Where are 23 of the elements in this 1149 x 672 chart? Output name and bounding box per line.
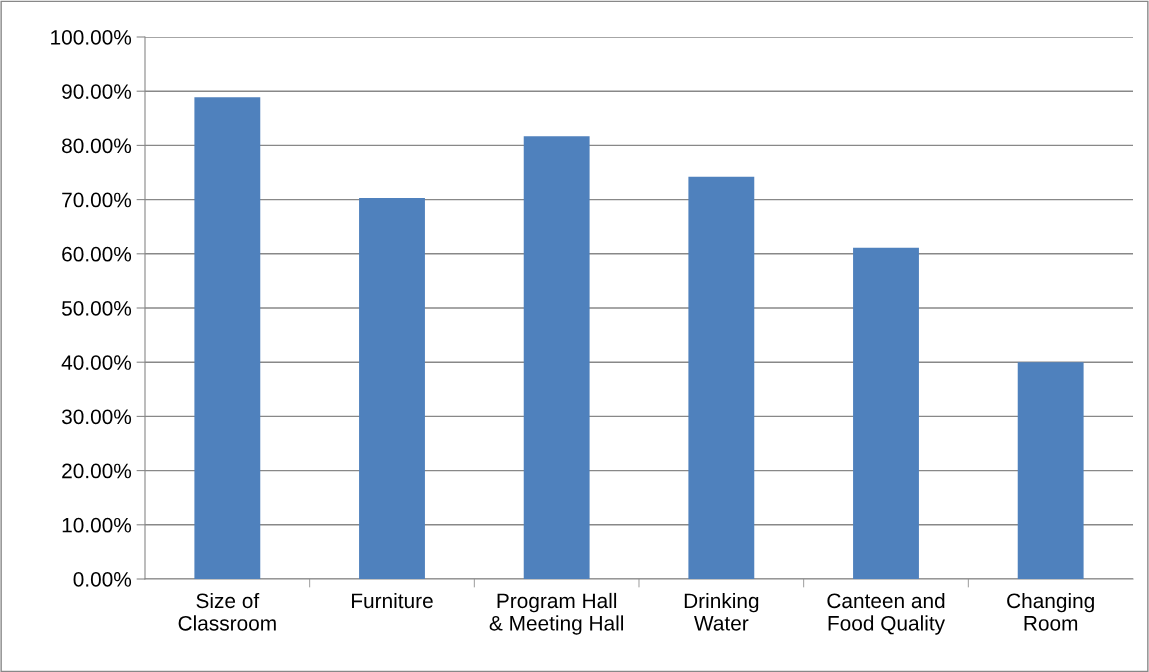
y-tick-label: 80.00% [62, 138, 132, 154]
x-tick-label: Changing Room [1007, 592, 1094, 631]
bar [1017, 362, 1084, 579]
bar [853, 247, 919, 579]
y-tick-label: 70.00% [62, 192, 132, 208]
y-tick-label: 90.00% [62, 84, 132, 99]
bar [523, 136, 590, 579]
x-tick-label: Canteen and Food Quality [827, 592, 946, 635]
bar [194, 97, 261, 579]
x-tick-label: Drinking Water [684, 592, 759, 631]
y-tick-label: 0.00% [73, 572, 132, 587]
y-tick-label: 20.00% [62, 463, 132, 479]
bar [688, 176, 755, 579]
x-tick-label: Furniture [352, 592, 433, 609]
y-tick-label: 40.00% [61, 355, 132, 370]
x-tick-label: Size of Classroom [178, 592, 276, 631]
y-tick-label: 100.00% [51, 30, 132, 45]
x-tick-label: Program Hall & Meeting Hall [489, 592, 624, 635]
y-tick-label: 30.00% [61, 409, 132, 425]
y-tick-label: 10.00% [62, 517, 132, 533]
bar [359, 197, 425, 579]
y-tick-label: 50.00% [61, 301, 132, 316]
y-tick-label: 60.00% [62, 246, 132, 262]
